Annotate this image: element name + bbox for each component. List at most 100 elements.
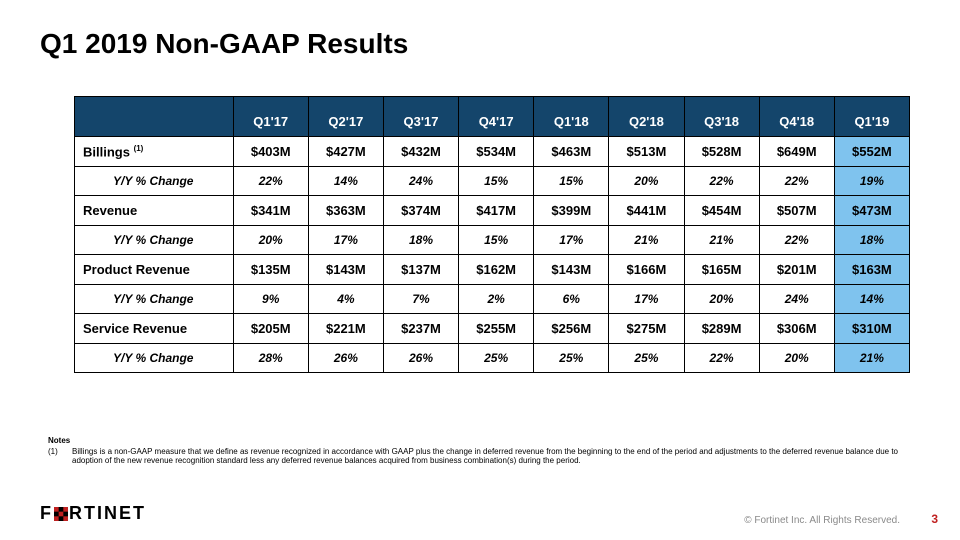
cell: $310M [834, 314, 909, 344]
cell: $237M [383, 314, 458, 344]
cell: 15% [459, 167, 534, 196]
page-number: 3 [931, 512, 938, 526]
table-row: Billings (1)$403M$427M$432M$534M$463M$51… [75, 137, 910, 167]
cell: 22% [759, 226, 834, 255]
shield-icon [54, 507, 68, 521]
cell: 20% [233, 226, 308, 255]
table-row: Y/Y % Change22%14%24%15%15%20%22%22%19% [75, 167, 910, 196]
row-label: Revenue [75, 196, 234, 226]
cell: 17% [534, 226, 609, 255]
results-table-wrap: Q1'17Q2'17Q3'17Q4'17Q1'18Q2'18Q3'18Q4'18… [74, 96, 910, 373]
row-label: Service Revenue [75, 314, 234, 344]
results-table-body: Billings (1)$403M$427M$432M$534M$463M$51… [75, 137, 910, 373]
cell: $507M [759, 196, 834, 226]
results-table: Q1'17Q2'17Q3'17Q4'17Q1'18Q2'18Q3'18Q4'18… [74, 96, 910, 373]
cell: $163M [834, 255, 909, 285]
cell: $165M [684, 255, 759, 285]
row-label: Product Revenue [75, 255, 234, 285]
cell: 15% [534, 167, 609, 196]
row-label: Y/Y % Change [75, 226, 234, 255]
cell: 22% [233, 167, 308, 196]
cell: $201M [759, 255, 834, 285]
logo-text-left: F [40, 503, 53, 524]
note-num: (1) [48, 447, 72, 465]
cell: 9% [233, 285, 308, 314]
table-row: Y/Y % Change28%26%26%25%25%25%22%20%21% [75, 344, 910, 373]
cell: $341M [233, 196, 308, 226]
cell: $205M [233, 314, 308, 344]
col-header-label [75, 97, 234, 137]
col-header: Q4'17 [459, 97, 534, 137]
cell: $399M [534, 196, 609, 226]
note-item: (1) Billings is a non-GAAP measure that … [48, 447, 920, 465]
cell: 20% [684, 285, 759, 314]
col-header: Q1'17 [233, 97, 308, 137]
cell: $403M [233, 137, 308, 167]
note-text: Billings is a non-GAAP measure that we d… [72, 447, 920, 465]
cell: 19% [834, 167, 909, 196]
logo-text-right: RTINET [69, 503, 146, 524]
cell: 26% [308, 344, 383, 373]
cell: $432M [383, 137, 458, 167]
copyright: © Fortinet Inc. All Rights Reserved. [744, 515, 900, 526]
cell: $473M [834, 196, 909, 226]
row-label: Y/Y % Change [75, 167, 234, 196]
col-header: Q2'18 [609, 97, 684, 137]
col-header: Q3'18 [684, 97, 759, 137]
cell: $221M [308, 314, 383, 344]
cell: $528M [684, 137, 759, 167]
cell: 2% [459, 285, 534, 314]
cell: $463M [534, 137, 609, 167]
page-title: Q1 2019 Non-GAAP Results [40, 28, 920, 60]
notes: Notes (1) Billings is a non-GAAP measure… [48, 436, 920, 466]
cell: $363M [308, 196, 383, 226]
cell: $552M [834, 137, 909, 167]
row-label: Y/Y % Change [75, 285, 234, 314]
cell: 22% [684, 344, 759, 373]
cell: $289M [684, 314, 759, 344]
col-header: Q1'19 [834, 97, 909, 137]
cell: 7% [383, 285, 458, 314]
footer: F RTINET © Fortinet Inc. All Rights Rese… [0, 508, 960, 532]
cell: 4% [308, 285, 383, 314]
col-header: Q1'18 [534, 97, 609, 137]
cell: 25% [534, 344, 609, 373]
cell: 20% [759, 344, 834, 373]
cell: $162M [459, 255, 534, 285]
cell: $441M [609, 196, 684, 226]
cell: $427M [308, 137, 383, 167]
cell: 21% [684, 226, 759, 255]
cell: $275M [609, 314, 684, 344]
cell: $454M [684, 196, 759, 226]
cell: 14% [834, 285, 909, 314]
cell: 26% [383, 344, 458, 373]
cell: 28% [233, 344, 308, 373]
cell: $166M [609, 255, 684, 285]
table-row: Y/Y % Change9%4%7%2%6%17%20%24%14% [75, 285, 910, 314]
cell: 6% [534, 285, 609, 314]
cell: 15% [459, 226, 534, 255]
cell: $135M [233, 255, 308, 285]
cell: $143M [308, 255, 383, 285]
table-row: Product Revenue$135M$143M$137M$162M$143M… [75, 255, 910, 285]
cell: 25% [459, 344, 534, 373]
cell: 22% [684, 167, 759, 196]
slide: Q1 2019 Non-GAAP Results Q1'17Q2'17Q3'17… [0, 0, 960, 540]
cell: 21% [609, 226, 684, 255]
cell: $417M [459, 196, 534, 226]
table-row: Y/Y % Change20%17%18%15%17%21%21%22%18% [75, 226, 910, 255]
cell: 21% [834, 344, 909, 373]
cell: 22% [759, 167, 834, 196]
table-row: Service Revenue$205M$221M$237M$255M$256M… [75, 314, 910, 344]
cell: 24% [383, 167, 458, 196]
cell: 17% [609, 285, 684, 314]
cell: $255M [459, 314, 534, 344]
cell: $306M [759, 314, 834, 344]
cell: 17% [308, 226, 383, 255]
cell: $374M [383, 196, 458, 226]
cell: 24% [759, 285, 834, 314]
cell: 25% [609, 344, 684, 373]
results-table-head: Q1'17Q2'17Q3'17Q4'17Q1'18Q2'18Q3'18Q4'18… [75, 97, 910, 137]
col-header: Q4'18 [759, 97, 834, 137]
cell: $256M [534, 314, 609, 344]
